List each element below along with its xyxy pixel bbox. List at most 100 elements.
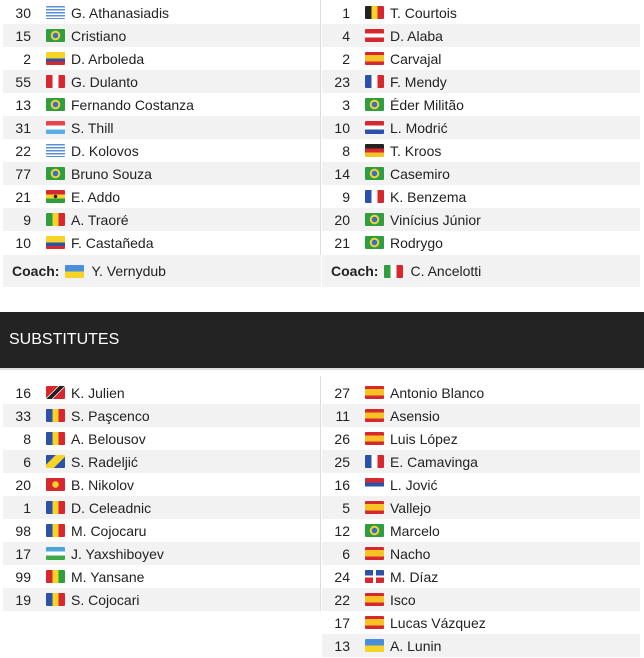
flag-fra-icon	[365, 455, 384, 468]
player-row: 6 Nacho	[322, 542, 640, 565]
flag-col-icon	[46, 52, 65, 65]
substitutes-header: SUBSTITUTES	[0, 312, 644, 370]
flag-ukr-icon	[365, 639, 384, 652]
flag-bih-icon	[46, 455, 65, 468]
flag-uzb-icon	[46, 547, 65, 560]
player-row: 27 Antonio Blanco	[322, 381, 640, 404]
player-name[interactable]: Rodrygo	[390, 234, 443, 251]
player-name[interactable]: M. Cojocaru	[71, 522, 147, 539]
flag-bra-icon	[46, 98, 65, 111]
player-row: 33 S. Paşcenco	[3, 404, 321, 427]
player-name[interactable]: L. Jović	[390, 476, 438, 493]
player-name[interactable]: Antonio Blanco	[390, 384, 485, 401]
flag-bra-icon	[365, 524, 384, 537]
flag-fra-icon	[365, 75, 384, 88]
player-name[interactable]: A. Lunin	[390, 637, 442, 654]
flag-bra-icon	[365, 98, 384, 111]
flag-mda-icon	[46, 501, 65, 514]
player-name[interactable]: E. Camavinga	[390, 453, 478, 470]
player-name[interactable]: K. Benzema	[390, 188, 467, 205]
player-name[interactable]: D. Arboleda	[71, 50, 145, 67]
flag-srb-icon	[365, 478, 384, 491]
player-name[interactable]: M. Yansane	[71, 568, 145, 585]
player-name[interactable]: Isco	[390, 591, 416, 608]
away-substitutes: 27 Antonio Blanco 11 Asensio 26 Luis López 25 E…	[322, 381, 640, 657]
player-name[interactable]: G. Dulanto	[71, 73, 138, 90]
player-row: 16 K. Julien	[3, 381, 321, 404]
shirt-number: 8	[342, 142, 350, 159]
shirt-number: 33	[15, 407, 31, 424]
player-name[interactable]: S. Thill	[71, 119, 114, 136]
player-name[interactable]: Nacho	[390, 545, 431, 562]
player-name[interactable]: F. Castañeda	[71, 234, 154, 251]
shirt-number: 2	[342, 50, 350, 67]
player-name[interactable]: Vinícius Júnior	[390, 211, 481, 228]
player-row: 12 Marcelo	[322, 519, 640, 542]
player-name[interactable]: L. Modrić	[390, 119, 448, 136]
player-name[interactable]: Fernando Costanza	[71, 96, 194, 113]
shirt-number: 6	[342, 545, 350, 562]
player-name[interactable]: G. Athanasiadis	[71, 4, 170, 21]
shirt-number: 13	[15, 96, 31, 113]
player-name[interactable]: Marcelo	[390, 522, 440, 539]
player-name[interactable]: Luis López	[390, 430, 458, 447]
shirt-number: 14	[334, 165, 350, 182]
player-name[interactable]: Bruno Souza	[71, 165, 152, 182]
player-name[interactable]: Éder Militão	[390, 96, 464, 113]
player-name[interactable]: A. Belousov	[71, 430, 146, 447]
flag-mda-icon	[46, 409, 65, 422]
flag-bra-icon	[46, 29, 65, 42]
flag-italy-icon	[384, 264, 404, 278]
player-name[interactable]: D. Celeadnic	[71, 499, 152, 516]
shirt-number: 25	[334, 453, 350, 470]
player-name[interactable]: Carvajal	[390, 50, 442, 67]
player-name[interactable]: D. Alaba	[390, 27, 443, 44]
player-row: 19 S. Cojocari	[3, 588, 321, 611]
player-row: 16 L. Jović	[322, 473, 640, 496]
shirt-number: 10	[15, 234, 31, 251]
player-row: 9 K. Benzema	[322, 185, 640, 208]
player-name[interactable]: D. Kolovos	[71, 142, 139, 159]
away-lineup: 1 T. Courtois 4 D. Alaba 2 Carvajal 23 F. Mendy…	[322, 1, 640, 254]
player-row: 20 Vinícius Júnior	[322, 208, 640, 231]
home-coach: Coach: Y. Vernydub	[3, 255, 321, 287]
player-name[interactable]: Lucas Vázquez	[390, 614, 486, 631]
shirt-number: 16	[334, 476, 350, 493]
player-name[interactable]: S. Radeljić	[71, 453, 138, 470]
player-row: 2 Carvajal	[322, 47, 640, 70]
flag-bel-icon	[365, 6, 384, 19]
player-row: 55 G. Dulanto	[3, 70, 321, 93]
shirt-number: 21	[15, 188, 31, 205]
player-name[interactable]: B. Nikolov	[71, 476, 135, 493]
player-name[interactable]: T. Courtois	[390, 4, 457, 21]
player-name[interactable]: Cristiano	[71, 27, 127, 44]
player-name[interactable]: S. Paşcenco	[71, 407, 150, 424]
flag-gre-icon	[46, 144, 65, 157]
player-row: 22 D. Kolovos	[3, 139, 321, 162]
flag-cro-icon	[365, 121, 384, 134]
coach-name[interactable]: C. Ancelotti	[410, 263, 482, 279]
player-name[interactable]: M. Díaz	[390, 568, 439, 585]
player-name[interactable]: F. Mendy	[390, 73, 447, 90]
flag-esp-icon	[365, 52, 384, 65]
player-name[interactable]: T. Kroos	[390, 142, 442, 159]
player-row: 8 T. Kroos	[322, 139, 640, 162]
player-name[interactable]: K. Julien	[71, 384, 125, 401]
player-row: 23 F. Mendy	[322, 70, 640, 93]
player-name[interactable]: E. Addo	[71, 188, 121, 205]
flag-mda-icon	[46, 524, 65, 537]
player-name[interactable]: J. Yaxshiboyev	[71, 545, 164, 562]
player-name[interactable]: A. Traoré	[71, 211, 129, 228]
shirt-number: 24	[334, 568, 350, 585]
shirt-number: 9	[23, 211, 31, 228]
shirt-number: 17	[334, 614, 350, 631]
player-row: 20 B. Nikolov	[3, 473, 321, 496]
coach-name[interactable]: Y. Vernydub	[91, 263, 166, 279]
player-name[interactable]: S. Cojocari	[71, 591, 140, 608]
player-name[interactable]: Asensio	[390, 407, 440, 424]
player-name[interactable]: Vallejo	[390, 499, 431, 516]
shirt-number: 5	[342, 499, 350, 516]
player-row: 21 E. Addo	[3, 185, 321, 208]
shirt-number: 23	[334, 73, 350, 90]
player-name[interactable]: Casemiro	[390, 165, 450, 182]
